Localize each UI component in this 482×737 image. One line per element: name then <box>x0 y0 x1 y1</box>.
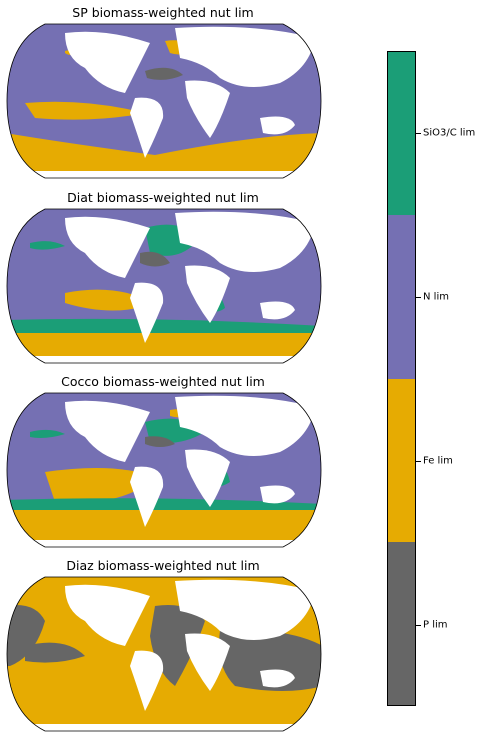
colorbar-label-fe: Fe lim <box>423 455 453 467</box>
colorbar-tick <box>416 297 421 298</box>
fe-lim-region <box>45 468 155 503</box>
colorbar-label-n: N lim <box>423 291 449 303</box>
land-eurasia <box>175 579 315 640</box>
panel-title-sp: SP biomass-weighted nut lim <box>72 5 254 20</box>
map-panel-diat: Diat biomass-weighted nut lim <box>0 190 330 365</box>
map-panel-diaz: Diaz biomass-weighted nut lim <box>0 558 330 733</box>
land-antarctica <box>7 724 321 731</box>
sio3-lim-region <box>7 498 321 510</box>
colorbar-segment-fe <box>388 378 415 542</box>
p-lim-region <box>7 605 45 666</box>
panel-title-diat: Diat biomass-weighted nut lim <box>67 190 259 205</box>
map-diaz <box>6 576 322 732</box>
land-africa <box>185 265 230 323</box>
land-south-america <box>130 466 164 527</box>
land-north-america <box>65 31 150 93</box>
colorbar-segment-p <box>388 541 415 705</box>
p-lim-region <box>219 630 321 691</box>
land-south-america <box>130 650 164 711</box>
land-eurasia <box>175 211 315 272</box>
fe-lim-region <box>7 510 321 547</box>
land-antarctica <box>7 540 321 547</box>
land-africa <box>185 633 230 691</box>
colorbar-label-sio3: SiO3/C lim <box>423 127 476 139</box>
land-antarctica <box>7 356 321 363</box>
sio3-lim-region <box>30 429 65 438</box>
land-antarctica <box>7 171 321 178</box>
land-africa <box>185 80 230 138</box>
map-diat <box>6 208 322 364</box>
land-north-america <box>65 216 150 278</box>
colorbar <box>387 51 416 706</box>
colorbar-tick <box>416 133 421 134</box>
fe-lim-region <box>25 101 145 120</box>
land-australia <box>260 116 295 135</box>
colorbar-label-p: P lim <box>423 619 448 631</box>
land-australia <box>260 301 295 320</box>
land-south-america <box>130 97 164 158</box>
land-north-america <box>65 400 150 462</box>
p-lim-region <box>145 67 183 80</box>
colorbar-tick <box>416 625 421 626</box>
sio3-lim-region <box>30 241 65 250</box>
p-lim-region <box>145 436 175 447</box>
p-lim-region <box>150 605 205 686</box>
map-sp <box>6 23 322 179</box>
colorbar-segment-n <box>388 215 415 379</box>
colorbar-tick <box>416 461 421 462</box>
map-panel-cocco: Cocco biomass-weighted nut lim <box>0 374 330 549</box>
land-australia <box>260 485 295 504</box>
land-south-america <box>130 282 164 343</box>
panel-title-diaz: Diaz biomass-weighted nut lim <box>66 558 260 573</box>
fe-lim-region <box>7 133 321 178</box>
p-lim-region <box>25 642 85 663</box>
land-north-america <box>65 584 150 646</box>
land-eurasia <box>175 395 315 456</box>
colorbar-segment-sio3 <box>388 52 415 216</box>
sio3-lim-region <box>7 318 321 333</box>
panel-title-cocco: Cocco biomass-weighted nut lim <box>61 374 265 389</box>
land-australia <box>260 669 295 688</box>
p-lim-region <box>140 251 170 267</box>
land-africa <box>185 449 230 507</box>
land-eurasia <box>175 26 315 87</box>
map-cocco <box>6 392 322 548</box>
map-panel-sp: SP biomass-weighted nut lim <box>0 5 330 180</box>
